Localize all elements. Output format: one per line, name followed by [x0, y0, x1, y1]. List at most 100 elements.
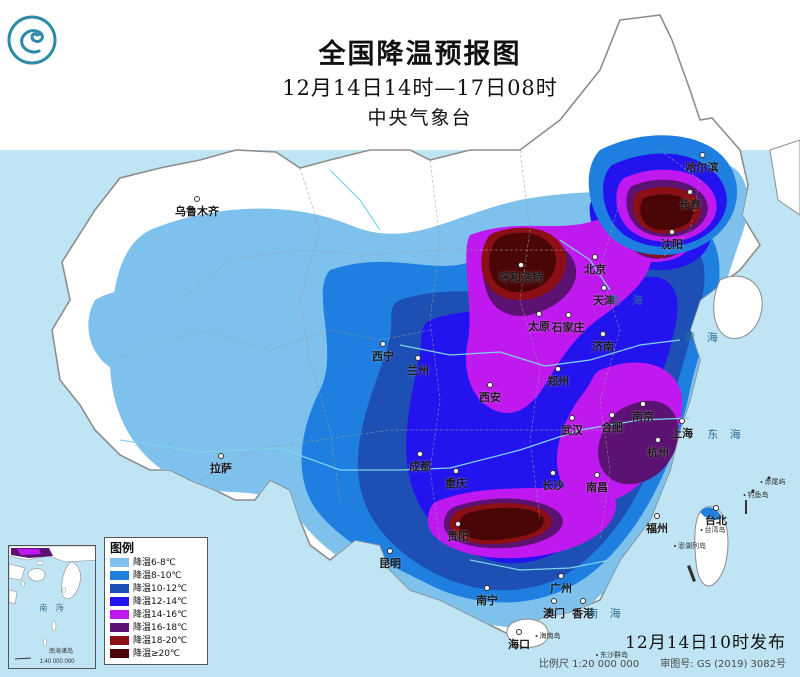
legend-label: 降温6-8℃	[133, 557, 176, 568]
island-marker-icon	[674, 545, 676, 548]
legend-swatch	[110, 623, 129, 632]
legend-swatch	[110, 584, 129, 593]
city-label-9: 济南	[592, 331, 614, 354]
island-marker-icon	[700, 529, 703, 532]
city-name: 长沙	[542, 479, 564, 492]
forecast-period: 12月14日14时—17日08时	[282, 76, 558, 100]
city-label-0: 乌鲁木齐	[175, 196, 219, 219]
city-name: 杭州	[647, 446, 669, 459]
city-name: 昆明	[379, 557, 401, 570]
city-marker-icon	[655, 437, 661, 443]
legend-item: 降温18-20℃	[110, 634, 203, 647]
city-label-19: 南宁	[476, 585, 498, 608]
city-marker-icon	[640, 401, 646, 407]
city-marker-icon	[558, 573, 564, 579]
city-label-23: 广州	[550, 573, 572, 596]
island-label-2: 台湾岛	[700, 525, 726, 535]
issuing-agency: 中央气象台	[367, 107, 473, 129]
legend-label: 降温14-16℃	[133, 609, 188, 620]
city-label-11: 西安	[479, 382, 501, 405]
city-label-26: 杭州	[647, 437, 669, 460]
city-marker-icon	[600, 331, 606, 337]
city-marker-icon	[551, 598, 557, 604]
city-name: 西安	[479, 391, 501, 404]
city-marker-icon	[565, 312, 571, 318]
city-label-8: 石家庄	[552, 312, 585, 335]
city-label-5: 北京	[584, 254, 606, 277]
page-title: 全国降温预报图	[318, 39, 522, 70]
footer-meta: 比例尺 1:20 000 000 审图号: GS (2019) 3082号	[539, 655, 786, 670]
city-label-22: 澳门	[543, 598, 565, 621]
city-marker-icon	[455, 521, 461, 527]
city-name: 武汉	[561, 424, 583, 437]
city-label-3: 沈阳	[661, 229, 683, 252]
approval-number: 审图号: GS (2019) 3082号	[660, 659, 786, 670]
city-marker-icon	[555, 366, 561, 372]
city-marker-icon	[380, 341, 386, 347]
legend-swatch	[110, 571, 129, 580]
temperature-drop-contours	[88, 164, 748, 628]
city-marker-icon	[592, 254, 598, 260]
legend-title: 图例	[110, 541, 135, 555]
city-name: 北京	[584, 263, 606, 276]
island-marker-icon	[596, 654, 598, 657]
city-marker-icon	[415, 355, 421, 361]
island-name: 东沙群岛	[600, 652, 628, 659]
inset-islands-label: 南海诸岛	[48, 649, 74, 655]
legend-item: 降温8-10℃	[110, 569, 203, 582]
city-label-20: 海口	[508, 629, 530, 652]
city-label-14: 拉萨	[210, 453, 232, 476]
issue-time: 12月14日10时发布	[625, 633, 786, 653]
legend-item: 降温16-18℃	[110, 621, 203, 634]
city-marker-icon	[699, 152, 705, 158]
city-label-32: 台北	[705, 505, 727, 528]
island-name: 海南岛	[539, 633, 561, 640]
hainan-island	[506, 618, 549, 648]
city-name: 南宁	[476, 594, 498, 607]
city-marker-icon	[713, 505, 719, 511]
city-name: 海口	[508, 638, 530, 651]
city-marker-icon	[687, 189, 693, 195]
city-marker-icon	[518, 262, 524, 268]
city-name: 拉萨	[210, 462, 232, 475]
city-marker-icon	[516, 629, 522, 635]
city-label-31: 长沙	[542, 470, 564, 493]
neighbour-coastlines	[713, 139, 800, 339]
legend-item: 降温14-16℃	[110, 608, 203, 621]
city-name: 成都	[409, 460, 431, 473]
city-name: 郑州	[547, 375, 569, 388]
legend-label: 降温18-20℃	[133, 635, 188, 646]
city-label-30: 武汉	[561, 415, 583, 438]
island-label-0: 钓鱼岛	[743, 490, 769, 500]
island-name: 澎湖列岛	[678, 543, 706, 550]
city-label-12: 兰州	[407, 355, 429, 378]
sea-label-3: 南 海	[587, 607, 625, 620]
legend-swatch	[110, 558, 129, 567]
province-boundaries	[109, 149, 701, 541]
city-name: 香港	[572, 607, 594, 620]
city-label-13: 西宁	[372, 341, 394, 364]
legend-item: 降温10-12℃	[110, 582, 203, 595]
city-name: 长春	[679, 198, 701, 211]
city-name: 台北	[705, 514, 727, 527]
city-marker-icon	[580, 598, 586, 604]
legend-item: 降温≥20℃	[110, 647, 203, 660]
city-marker-icon	[387, 548, 393, 554]
legend-label: 降温10-12℃	[133, 583, 188, 594]
city-label-24: 南昌	[586, 472, 608, 495]
map-scale: 比例尺 1:20 000 000	[538, 659, 640, 670]
city-marker-icon	[218, 453, 224, 459]
city-marker-icon	[194, 196, 200, 202]
city-marker-icon	[609, 412, 615, 418]
city-label-2: 长春	[679, 189, 701, 212]
city-label-4: 呼和浩特	[499, 262, 543, 285]
island-marker-icon	[535, 635, 538, 638]
legend-rows: 降温6-8℃ 降温8-10℃ 降温10-12℃ 降温12-14℃ 降温14-16℃ 降温1…	[110, 556, 203, 660]
city-marker-icon	[601, 285, 607, 291]
city-name: 南昌	[586, 481, 608, 494]
city-marker-icon	[679, 418, 685, 424]
city-label-25: 福州	[646, 513, 668, 536]
city-marker-icon	[536, 311, 542, 317]
city-label-18: 昆明	[379, 548, 401, 571]
inset-scale-label: 1:40 000 000	[39, 659, 75, 665]
